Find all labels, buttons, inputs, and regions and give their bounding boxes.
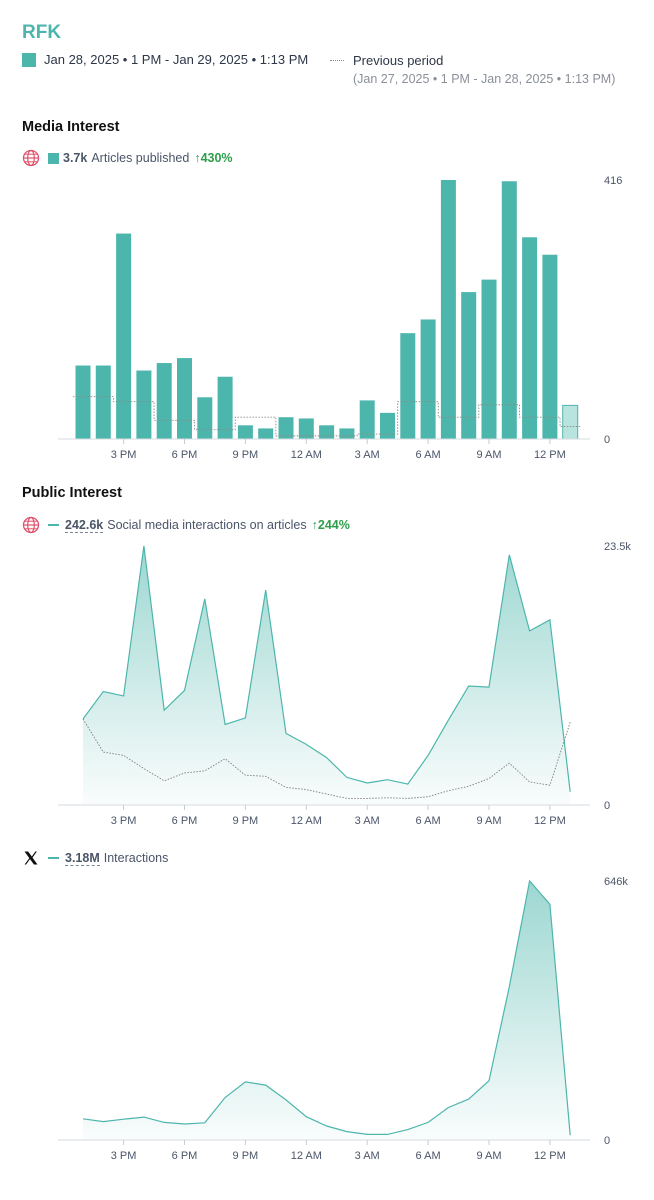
bar <box>522 237 538 439</box>
x-swatch <box>48 857 59 859</box>
current-period-label: Jan 28, 2025 • 1 PM - Jan 29, 2025 • 1:1… <box>44 52 309 67</box>
x-tick-label: 9 AM <box>476 1150 501 1162</box>
bar <box>481 279 497 439</box>
x-area-chart: 3 PM 6 PM 9 PM 12 AM 3 AM 6 AM 9 AM 12 PM 646k 0 <box>58 876 628 1162</box>
x-tick-label: 6 AM <box>416 815 441 827</box>
x-tick-label: 6 PM <box>172 815 198 827</box>
social-label: Social media interactions on articles <box>107 518 307 532</box>
x-value[interactable]: 3.18M <box>65 850 100 866</box>
x-tick-label: 6 PM <box>172 1150 198 1162</box>
x-tick-label: 9 PM <box>233 449 259 461</box>
articles-label: Articles published <box>91 151 190 165</box>
bar <box>542 254 558 439</box>
x-tick-label: 12 PM <box>534 815 566 827</box>
globe-icon <box>22 149 40 167</box>
bar <box>339 428 355 439</box>
x-logo-icon <box>22 849 40 867</box>
public-interest-title: Public Interest <box>22 485 122 501</box>
social-change: ↑244% <box>311 518 350 532</box>
x-tick-label: 3 AM <box>355 449 380 461</box>
x-tick-label: 9 PM <box>233 815 259 827</box>
articles-change: ↑430% <box>194 151 233 165</box>
area-fill <box>83 546 571 805</box>
bar <box>95 365 111 439</box>
current-period-legend[interactable]: Jan 28, 2025 • 1 PM - Jan 29, 2025 • 1:1… <box>22 52 308 67</box>
x-metric: 3.18M Interactions <box>22 849 168 867</box>
bar <box>319 425 335 439</box>
x-tick-label: 12 AM <box>291 815 322 827</box>
bar <box>116 233 132 439</box>
x-tick-label: 6 AM <box>416 449 441 461</box>
y-max-label: 646k <box>604 876 628 888</box>
bar <box>156 363 172 439</box>
x-tick-label: 12 PM <box>534 449 566 461</box>
bar <box>258 428 274 439</box>
x-tick-label: 3 PM <box>111 815 137 827</box>
previous-period-swatch <box>330 60 344 61</box>
previous-period-range: (Jan 27, 2025 • 1 PM - Jan 28, 2025 • 1:… <box>353 72 616 86</box>
y-max-label: 416 <box>604 175 622 187</box>
x-label: Interactions <box>103 851 169 865</box>
bar <box>75 365 91 439</box>
previous-period-label: Previous period <box>353 53 444 68</box>
x-tick-label: 12 AM <box>291 449 322 461</box>
y-max-label: 23.5k <box>604 541 631 553</box>
x-tick-label: 3 AM <box>355 1150 380 1162</box>
x-tick-label: 9 AM <box>476 815 501 827</box>
series-line <box>82 879 571 1136</box>
social-value[interactable]: 242.6k <box>65 517 104 533</box>
current-period-swatch <box>22 52 36 67</box>
bar <box>380 412 395 439</box>
bar <box>278 417 294 439</box>
media-interest-title: Media Interest <box>22 119 120 135</box>
bar <box>237 425 253 439</box>
articles-swatch <box>48 152 59 164</box>
x-tick-label: 12 AM <box>291 1150 322 1162</box>
x-tick-label: 3 AM <box>355 815 380 827</box>
bar <box>440 180 456 439</box>
bar <box>177 358 192 439</box>
page-title: RFK <box>22 22 62 43</box>
series-line <box>82 545 571 792</box>
bar <box>136 370 152 439</box>
social-area-chart: 3 PM 6 PM 9 PM 12 AM 3 AM 6 AM 9 AM 12 PM 23.5k 0 <box>58 541 631 827</box>
social-swatch <box>48 524 59 526</box>
x-tick-label: 3 PM <box>111 1150 137 1162</box>
bar <box>197 397 213 439</box>
bar <box>461 292 477 439</box>
x-tick-label: 3 PM <box>111 449 137 461</box>
x-tick-label: 9 AM <box>476 449 501 461</box>
bar <box>420 319 436 439</box>
public-metric: 242.6k Social media interactions on arti… <box>22 516 350 534</box>
bar <box>501 181 517 440</box>
y-min-label: 0 <box>604 800 610 812</box>
media-metric: 3.7k Articles published ↑430% <box>22 149 233 167</box>
globe-icon <box>22 516 40 534</box>
bar <box>562 404 579 440</box>
bar <box>217 376 233 439</box>
bar <box>359 400 375 439</box>
y-min-label: 0 <box>604 434 610 446</box>
x-tick-label: 6 AM <box>416 1150 441 1162</box>
bar <box>400 333 416 439</box>
x-tick-label: 6 PM <box>172 449 198 461</box>
x-tick-label: 12 PM <box>534 1150 566 1162</box>
previous-period-legend[interactable]: Previous period <box>330 53 443 68</box>
x-tick-label: 9 PM <box>233 1150 259 1162</box>
y-min-label: 0 <box>604 1135 610 1147</box>
previous-period-line <box>72 396 581 437</box>
area-fill <box>83 881 571 1140</box>
bar <box>298 418 314 439</box>
articles-value: 3.7k <box>63 151 88 165</box>
media-bar-chart: 3 PM 6 PM 9 PM 12 AM 3 AM 6 AM 9 AM 12 PM 416 0 <box>58 175 622 461</box>
